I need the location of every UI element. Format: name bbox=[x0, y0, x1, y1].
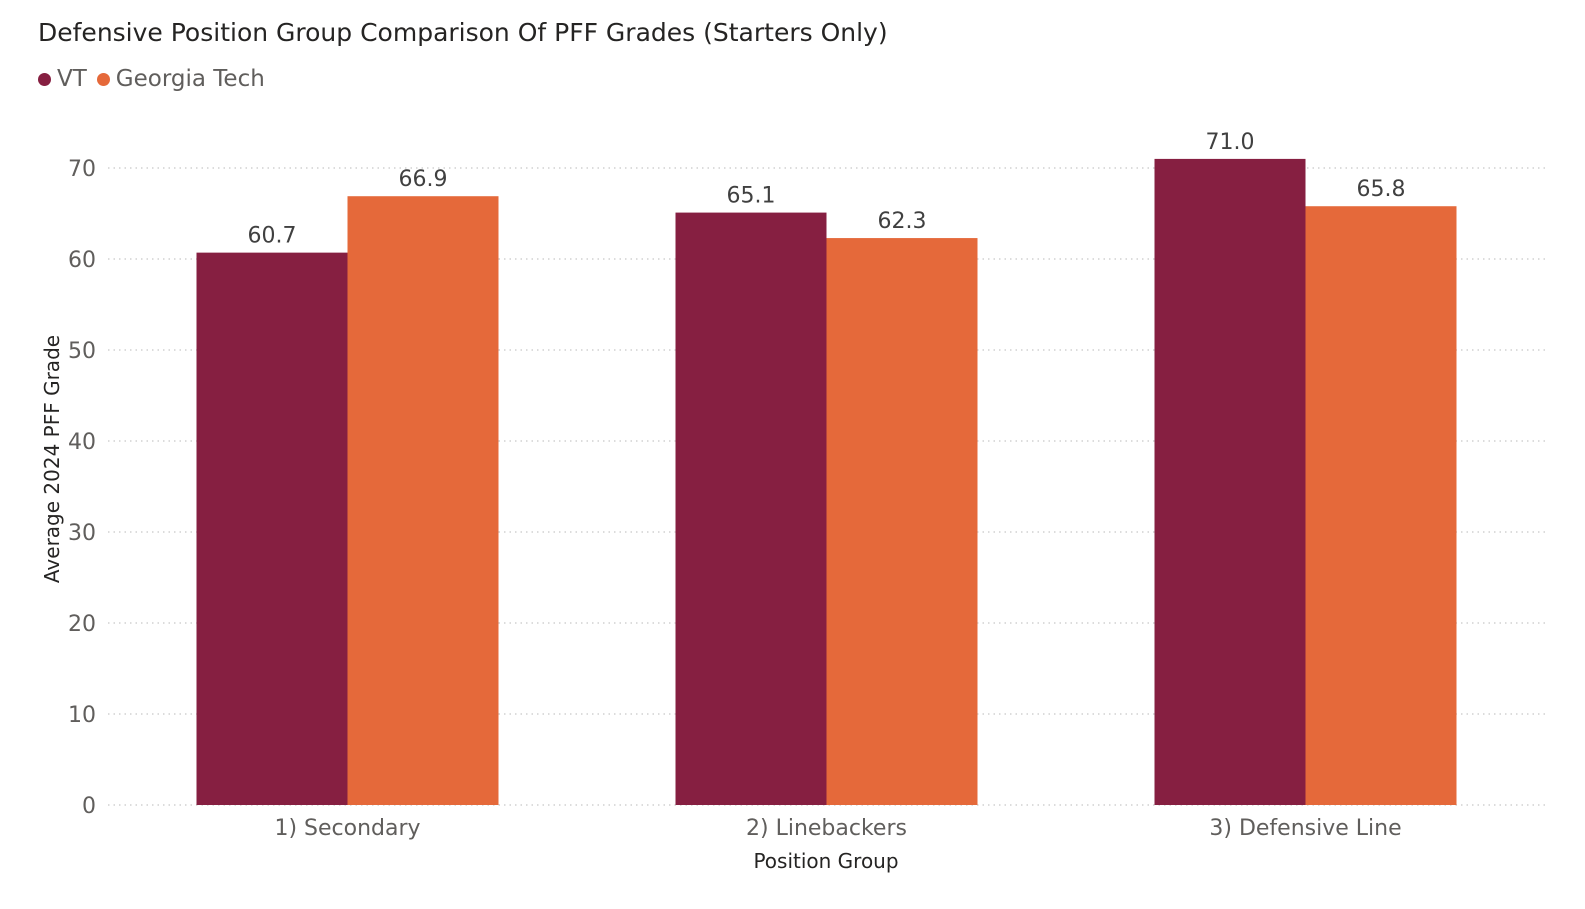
bar[interactable] bbox=[1154, 158, 1306, 805]
y-tick-label: 50 bbox=[68, 339, 96, 364]
legend-item-georgia-tech[interactable]: Georgia Tech bbox=[96, 66, 265, 92]
bar[interactable] bbox=[675, 212, 827, 806]
x-axis-title: Position Group bbox=[753, 849, 898, 873]
x-axis-ticks: 1) Secondary 2) Linebackers 3) Defensive L… bbox=[274, 816, 1401, 841]
data-labels: 60.7 66.9 65.1 62.3 71.0 65.8 bbox=[248, 130, 1406, 249]
data-label: 66.9 bbox=[399, 167, 448, 192]
data-label: 71.0 bbox=[1206, 130, 1255, 155]
y-tick-label: 40 bbox=[68, 430, 96, 455]
data-label: 60.7 bbox=[248, 224, 297, 249]
chart-title: Defensive Position Group Comparison Of P… bbox=[38, 18, 888, 47]
bar[interactable] bbox=[347, 196, 499, 805]
y-tick-label: 60 bbox=[68, 248, 96, 273]
legend-item-vt[interactable]: VT bbox=[38, 66, 87, 92]
legend: VT Georgia Tech bbox=[38, 66, 275, 92]
x-tick-label: 2) Linebackers bbox=[746, 816, 907, 841]
x-tick-label: 3) Defensive Line bbox=[1209, 816, 1401, 841]
data-label: 62.3 bbox=[878, 209, 927, 234]
legend-label-vt: VT bbox=[57, 66, 87, 92]
y-tick-label: 30 bbox=[68, 521, 96, 546]
data-label: 65.1 bbox=[727, 184, 776, 209]
x-tick-label: 1) Secondary bbox=[274, 816, 420, 841]
y-axis-title: Average 2024 PFF Grade bbox=[40, 335, 64, 583]
y-tick-label: 0 bbox=[82, 794, 96, 819]
bar[interactable] bbox=[826, 238, 978, 805]
legend-marker-vt bbox=[38, 72, 51, 86]
y-axis-ticks: 0 10 20 30 40 50 60 70 bbox=[68, 157, 96, 819]
data-label: 65.8 bbox=[1357, 177, 1406, 202]
legend-label-georgia-tech: Georgia Tech bbox=[115, 66, 265, 92]
y-tick-label: 10 bbox=[68, 703, 96, 728]
y-tick-label: 70 bbox=[68, 157, 96, 182]
bar[interactable] bbox=[1305, 206, 1457, 806]
bars bbox=[196, 158, 1457, 806]
bar[interactable] bbox=[196, 252, 348, 805]
legend-marker-georgia-tech bbox=[96, 72, 110, 86]
y-tick-label: 20 bbox=[68, 612, 96, 637]
